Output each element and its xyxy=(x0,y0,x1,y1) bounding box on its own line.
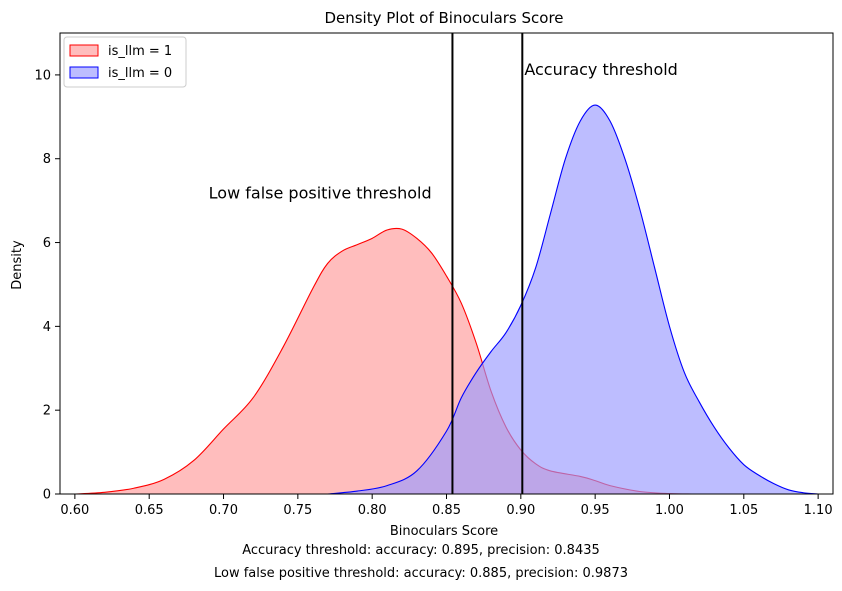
y-tick-label: 2 xyxy=(43,404,51,419)
y-axis-label: Density xyxy=(10,240,25,290)
annotation-low-false-positive-threshold: Low false positive threshold xyxy=(209,184,432,203)
legend-label-is-llm-1: is_llm = 1 xyxy=(108,44,172,59)
x-tick-label: 1.05 xyxy=(729,503,758,518)
annotation-accuracy-threshold: Accuracy threshold xyxy=(524,60,677,79)
x-tick-label: 0.95 xyxy=(581,503,610,518)
x-tick-label: 0.65 xyxy=(135,503,164,518)
chart-title: Density Plot of Binoculars Score xyxy=(324,9,563,27)
y-tick-label: 4 xyxy=(43,320,51,335)
x-tick-label: 0.70 xyxy=(209,503,238,518)
y-tick-label: 10 xyxy=(34,68,51,83)
x-tick-label: 0.90 xyxy=(506,503,535,518)
legend-swatch-is-llm-0 xyxy=(69,66,99,79)
threshold-lines xyxy=(451,33,524,494)
x-axis-label: Binoculars Score xyxy=(390,524,498,539)
series-layer xyxy=(74,104,819,495)
x-axis-ticks: 0.60 0.65 0.70 0.75 0.80 0.85 0.90 0.95 1.00 1.05… xyxy=(60,494,833,518)
x-tick-label: 1.10 xyxy=(804,503,833,518)
legend: is_llm = 1 is_llm = 0 xyxy=(63,36,187,88)
low-fp-threshold-caption: Low false positive threshold: accuracy: … xyxy=(214,566,628,581)
density-fill-is-llm-0 xyxy=(327,105,819,494)
x-tick-label: 0.60 xyxy=(60,503,89,518)
x-tick-label: 0.85 xyxy=(432,503,461,518)
density-line-is-llm-0 xyxy=(327,104,819,495)
annotation-layer: Low false positive threshold Accuracy thr… xyxy=(209,60,678,203)
accuracy-threshold-caption: Accuracy threshold: accuracy: 0.895, pre… xyxy=(242,543,600,558)
legend-label-is-llm-0: is_llm = 0 xyxy=(108,66,172,81)
y-tick-label: 6 xyxy=(43,236,51,251)
x-tick-label: 0.75 xyxy=(283,503,312,518)
y-tick-label: 0 xyxy=(43,488,51,503)
x-tick-label: 0.80 xyxy=(358,503,387,518)
y-tick-label: 8 xyxy=(43,152,51,167)
x-tick-label: 1.00 xyxy=(655,503,684,518)
density-fill-is-llm-1 xyxy=(74,228,692,494)
y-axis-ticks: 0 2 4 6 8 10 xyxy=(34,68,60,503)
legend-swatch-is-llm-1 xyxy=(69,44,99,57)
